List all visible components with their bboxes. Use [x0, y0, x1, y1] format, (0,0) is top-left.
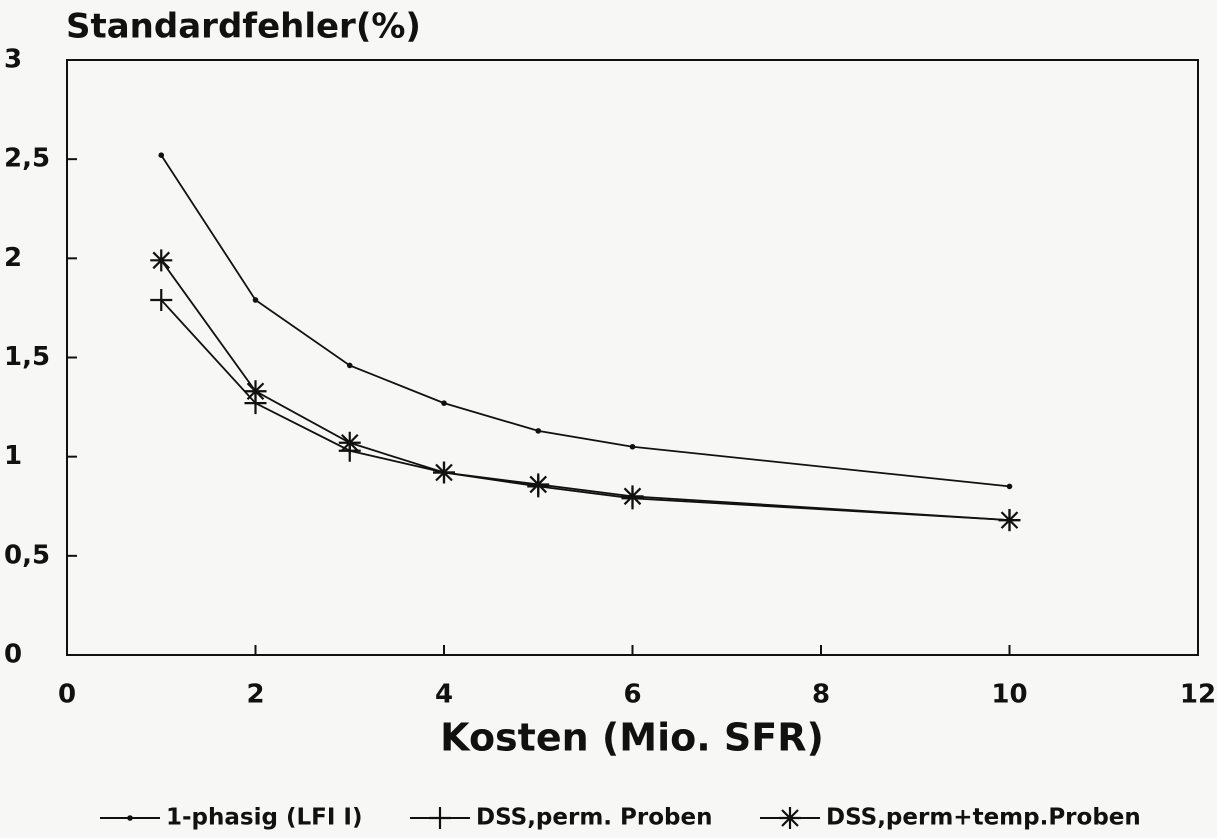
marker-star — [527, 473, 550, 496]
series-line — [160, 259, 1010, 522]
marker-dot — [1006, 483, 1013, 490]
marker-dot — [346, 362, 353, 369]
y-tick-label: 0,5 — [4, 540, 50, 570]
marker-star — [998, 509, 1021, 532]
y-tick-label: 3 — [4, 45, 22, 75]
legend-label: DSS,perm. Proben — [476, 805, 712, 831]
marker-star — [779, 807, 801, 829]
plot-frame — [66, 59, 1199, 656]
x-axis-label: Kosten (Mio. SFR) — [440, 716, 824, 760]
x-tick-label: 6 — [623, 680, 641, 710]
x-tick-label: 0 — [58, 680, 76, 710]
marker-plus — [150, 288, 173, 311]
x-tick-label: 2 — [246, 680, 264, 710]
chart-title: Standardfehler(%) — [66, 7, 421, 47]
marker-dot — [629, 443, 636, 450]
y-tick-label: 0 — [4, 640, 22, 670]
series-line — [160, 154, 1010, 488]
x-tick-label: 8 — [812, 680, 830, 710]
y-tick-label: 2,5 — [4, 144, 50, 174]
y-tick-label: 1,5 — [4, 342, 50, 372]
marker-star — [244, 380, 267, 403]
marker-star — [338, 431, 361, 454]
marker-star — [150, 249, 173, 272]
x-tick-label: 4 — [435, 680, 453, 710]
marker-dot — [127, 815, 133, 821]
y-tick-label: 1 — [4, 441, 22, 471]
marker-star — [433, 461, 455, 484]
marker-dot — [252, 297, 259, 303]
legend-label: 1-phasig (LFI I) — [166, 805, 362, 831]
marker-star — [621, 485, 644, 508]
marker-dot — [535, 428, 542, 434]
marker-plus — [429, 807, 451, 829]
marker-dot — [441, 400, 447, 406]
marker-dot — [158, 152, 165, 158]
x-tick-label: 10 — [991, 680, 1027, 710]
legend-label: DSS,perm+temp.Proben — [826, 805, 1141, 831]
x-tick-label: 12 — [1180, 680, 1216, 710]
y-tick-label: 2 — [4, 243, 22, 273]
